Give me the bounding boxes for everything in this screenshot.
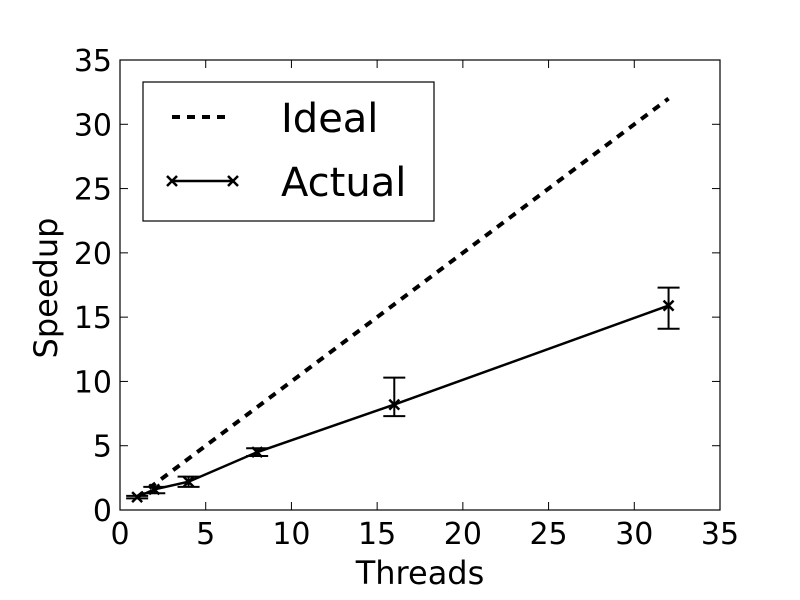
y-tick-label: 10: [74, 365, 112, 400]
actual-series-line: [136, 304, 669, 499]
legend-actual-markers: [166, 175, 239, 187]
actual-data-point: [131, 491, 144, 504]
legend-box: [142, 81, 435, 222]
y-tick-label: 25: [74, 173, 112, 208]
y-tick-label: 35: [74, 44, 112, 79]
actual-data-point: [148, 483, 161, 496]
x-tick-label: 10: [272, 517, 310, 552]
x-tick-label: 5: [196, 517, 215, 552]
legend: Ideal Actual: [142, 81, 435, 222]
plot-frame: [119, 59, 721, 511]
legend-actual-marker: [166, 175, 178, 187]
legend-actual-marker: [227, 175, 239, 187]
actual-data-point: [662, 299, 675, 312]
x-tick-label: 15: [358, 517, 396, 552]
y-tick-label: 30: [74, 108, 112, 143]
x-tick-label: 20: [444, 517, 482, 552]
y-axis-label: Speedup: [27, 218, 65, 359]
x-tick-label: 25: [529, 517, 567, 552]
legend-actual-label: Actual: [281, 160, 406, 206]
ideal-series-line: [135, 96, 670, 499]
legend-ideal-label: Ideal: [281, 96, 378, 142]
x-tick-label: 35: [701, 517, 739, 552]
y-tick-label: 5: [93, 430, 112, 465]
actual-data-point: [251, 446, 264, 459]
actual-data-point: [388, 398, 401, 411]
x-tick-label: 0: [110, 517, 129, 552]
x-tick-label: 30: [615, 517, 653, 552]
x-axis-label: Threads: [355, 554, 485, 592]
actual-data-point: [182, 475, 195, 488]
y-tick-label: 15: [74, 301, 112, 336]
y-tick-label: 20: [74, 237, 112, 272]
y-tick-label: 0: [93, 494, 112, 529]
series-layer: [126, 96, 680, 504]
ticks-layer: 0 5 10 15 20 25 30 35 0 5 10 15 20 25 30 35: [74, 44, 739, 552]
